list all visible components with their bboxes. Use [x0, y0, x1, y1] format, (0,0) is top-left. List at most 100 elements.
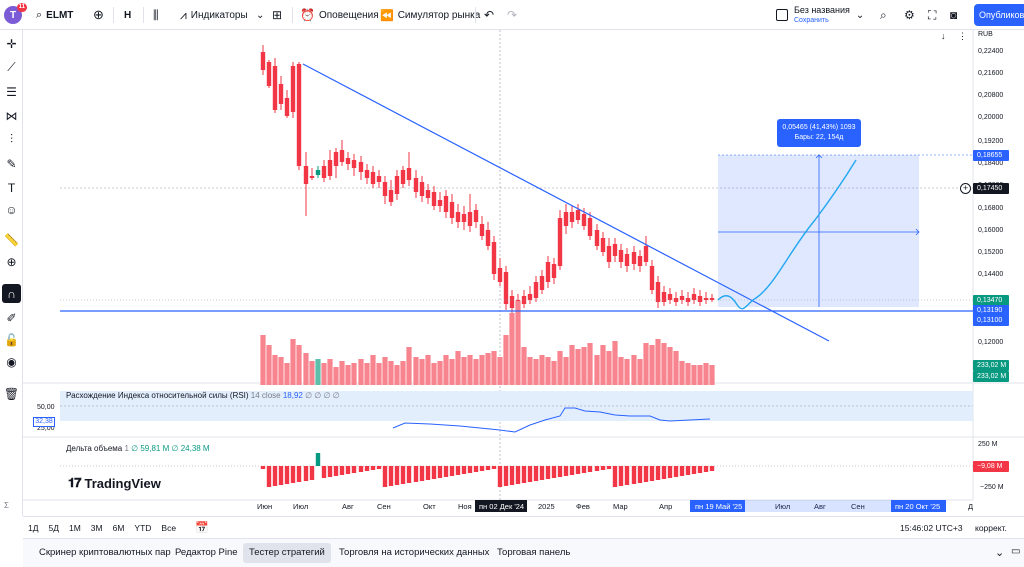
volume-bar	[327, 359, 333, 385]
tf-3m[interactable]: 3М	[90, 522, 103, 533]
chevron-down-icon[interactable]: ⌄	[995, 547, 1005, 559]
date-range-icon[interactable]: 📅	[195, 522, 209, 534]
delta-legend[interactable]: Дельта объема 1 ∅ 59,81 M ∅ 24,38 M	[66, 444, 210, 453]
volume-bar	[449, 359, 455, 385]
time-tick-label: Ноя	[458, 502, 472, 511]
rsi-legend[interactable]: Расхождение Индекса относительной силы (…	[66, 391, 340, 400]
tab-trading-panel[interactable]: Торговая панель	[497, 547, 571, 558]
tradingview-logo[interactable]: 𝟏𝟕 TradingView	[68, 475, 161, 491]
quick-search-button[interactable]: ⌕	[880, 0, 887, 30]
tf-1m[interactable]: 1М	[68, 522, 81, 533]
chart-type-button[interactable]: ⫼	[153, 0, 159, 30]
delta-bar	[709, 466, 715, 471]
undo-button[interactable]: ↶	[484, 0, 494, 30]
tab-crypto-screener[interactable]: Скринер криптовалютных пар	[39, 547, 171, 558]
settings-button[interactable]: ⚙	[904, 0, 915, 30]
magnet-tool[interactable]: ∩	[2, 284, 21, 303]
volume-bar	[376, 363, 382, 385]
volume-bar	[661, 343, 667, 385]
brush-icon: ✎	[6, 156, 17, 171]
fib-tool[interactable]: ☰	[2, 82, 21, 101]
delta-bar	[303, 466, 309, 481]
trend-line-icon: ⟋	[7, 60, 16, 74]
sigma-icon[interactable]: Σ	[4, 501, 9, 510]
indicators-button[interactable]: ⩘ Индикаторы	[180, 7, 248, 22]
candle-body	[703, 298, 709, 300]
visibility-tool[interactable]: ◉	[2, 352, 21, 371]
publish-button[interactable]: Опубликовать	[974, 4, 1024, 26]
delta-bar	[569, 466, 575, 475]
trend-line[interactable]	[302, 63, 830, 342]
zoom-tool[interactable]: ⊕	[2, 252, 21, 271]
adjust-button[interactable]: коррект.	[975, 522, 1007, 533]
forecast-path[interactable]	[717, 159, 857, 310]
tf-ytd[interactable]: YTD	[134, 522, 152, 533]
pattern-icon: ⋈	[5, 108, 18, 123]
volume-bar	[557, 351, 563, 385]
volume-bar	[467, 355, 473, 385]
crosshair-tool[interactable]: ✛	[2, 34, 21, 53]
symbol-search[interactable]: ⌕ ELMT	[36, 0, 73, 30]
maximize-icon[interactable]: ▭	[1011, 546, 1021, 557]
delta-bar	[545, 466, 551, 479]
time-tick-label: Сен	[851, 502, 865, 511]
candle-body	[479, 224, 485, 236]
menu-icon[interactable]: ⋮	[958, 31, 967, 41]
layout-icon	[776, 9, 788, 21]
fullscreen-button[interactable]: ⛶	[928, 0, 936, 30]
tab-pine-editor[interactable]: Редактор Pine	[175, 547, 238, 558]
text-tool[interactable]: T	[2, 178, 21, 197]
projection-tool[interactable]: ⫶	[2, 130, 21, 149]
tab-strategy-tester[interactable]: Тестер стратегий	[243, 543, 331, 563]
volume-bar	[364, 363, 370, 385]
clock[interactable]: 15:46:02 UTC+3	[900, 522, 963, 533]
cursor-price-tag: 0,17450	[973, 183, 1009, 194]
volume-bar	[581, 347, 587, 385]
arrow-down-icon[interactable]: ↓	[941, 31, 946, 41]
replay-button[interactable]: ⏪ Симулятор рынка	[380, 9, 481, 22]
templates-button[interactable]: ⊞	[272, 0, 282, 30]
candlestick-series	[260, 45, 715, 314]
add-alert-icon[interactable]: +	[960, 183, 971, 194]
tf-all[interactable]: Все	[161, 522, 177, 533]
candle-body	[461, 214, 467, 222]
tab-paper-trading[interactable]: Торговля на исторических данных	[339, 547, 490, 558]
emoji-tool[interactable]: ☺	[2, 200, 21, 219]
lock-icon: 🔓	[4, 332, 19, 347]
measure-tooltip: 0,05465 (41,43%) 1093 Бары: 22, 154д	[777, 119, 861, 147]
redo-button[interactable]: ↷	[507, 0, 517, 30]
snapshot-button[interactable]: ◙	[950, 0, 957, 30]
delta-bar	[290, 466, 296, 483]
volume-bar	[443, 355, 449, 385]
candle-body	[557, 218, 563, 266]
indicators-dropdown[interactable]: ⌄	[256, 0, 264, 30]
candle-body	[327, 160, 333, 176]
tf-6m[interactable]: 6М	[112, 522, 125, 533]
user-avatar[interactable]: T 11	[4, 3, 27, 24]
lock-drawings-tool[interactable]: ✐	[2, 308, 21, 327]
compare-button[interactable]: ⊕	[93, 0, 104, 30]
interval-button[interactable]: Н	[124, 9, 132, 21]
trend-line-tool[interactable]: ⟋	[2, 58, 21, 77]
brush-tool[interactable]: ✎	[2, 154, 21, 173]
pattern-tool[interactable]: ⋈	[2, 106, 21, 125]
tf-5d[interactable]: 5Д	[48, 522, 59, 533]
delta-bar	[515, 466, 521, 484]
currency-label[interactable]: RUB	[978, 31, 993, 38]
rewind-icon: ⏪	[380, 9, 394, 22]
time-axis[interactable]: Июн Июл Авг Сен Окт Ноя 2025 Фев Мар Апр Июл Авг Сен…	[257, 502, 973, 511]
candle-body	[333, 152, 339, 166]
ruler-icon: 📏	[4, 232, 19, 247]
layout-save-button[interactable]: Без названия Сохранить ⌄	[776, 3, 874, 27]
delta-bar	[697, 466, 703, 473]
delete-tool[interactable]: 🗑	[2, 384, 21, 403]
delta-bar	[351, 466, 357, 473]
tf-1d[interactable]: 1Д	[28, 522, 39, 533]
chart-canvas[interactable]: 0,22400 0,21600 0,20800 0,20000 0,19200 0,184…	[0, 0, 1024, 516]
ruler-tool[interactable]: 📏	[2, 230, 21, 249]
candle-body	[509, 296, 515, 308]
alerts-button[interactable]: ⏰ Оповещения	[300, 8, 379, 22]
candle-body	[321, 166, 327, 178]
lock-tool[interactable]: 🔓	[2, 330, 21, 349]
delta-bar	[551, 466, 557, 478]
